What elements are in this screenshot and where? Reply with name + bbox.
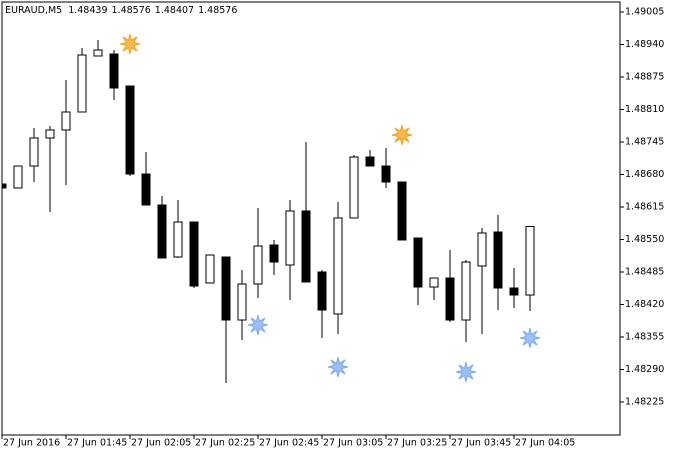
candle-body xyxy=(2,183,7,189)
candle-body xyxy=(365,156,375,167)
x-tick-label: 27 Jun 03:25 xyxy=(387,438,447,449)
x-tick-label: 27 Jun 2016 xyxy=(3,438,60,449)
y-tick-label: 1.48355 xyxy=(625,332,664,343)
y-tick-label: 1.48745 xyxy=(625,137,664,148)
y-tick-label: 1.48225 xyxy=(625,397,664,408)
candle-body xyxy=(157,204,167,259)
x-tick-label: 27 Jun 01:45 xyxy=(67,438,127,449)
x-tick-label: 27 Jun 03:45 xyxy=(451,438,511,449)
candle-body xyxy=(493,231,503,289)
candle-body xyxy=(333,217,343,315)
candle-body xyxy=(429,277,439,288)
fractal-up xyxy=(391,124,413,146)
y-tick-label: 1.48485 xyxy=(625,267,664,278)
last-high: 1.48576 xyxy=(112,5,151,16)
candle-body xyxy=(221,256,231,321)
candle-body xyxy=(509,287,519,296)
candle-body xyxy=(125,85,135,175)
x-tick-label: 27 Jun 02:25 xyxy=(195,438,255,449)
last-open: 1.48439 xyxy=(68,5,107,16)
candle-body xyxy=(317,271,327,311)
x-tick-label: 27 Jun 02:45 xyxy=(259,438,319,449)
candle-body xyxy=(397,181,407,241)
y-tick-label: 1.48550 xyxy=(625,234,664,245)
fractal-up xyxy=(119,33,141,55)
candle-body xyxy=(189,221,199,287)
chart-header: EURAUD,M5 1.48439 1.48576 1.48407 1.48576 xyxy=(5,5,237,16)
candle-body xyxy=(141,173,151,206)
y-tick-label: 1.48940 xyxy=(625,39,664,50)
y-tick-label: 1.48810 xyxy=(625,104,664,115)
candle-body xyxy=(45,129,55,139)
candle-body xyxy=(301,210,311,283)
plot-area xyxy=(2,33,541,383)
candle-body xyxy=(285,210,295,266)
fractal-down xyxy=(519,327,541,349)
candle-body xyxy=(381,165,391,183)
candle-body xyxy=(173,221,183,258)
candle-body xyxy=(205,254,215,284)
candle-body xyxy=(413,237,423,288)
fractal-down xyxy=(247,314,269,336)
fractal-down xyxy=(455,361,477,383)
candle-body xyxy=(61,111,71,131)
x-tick-label: 27 Jun 02:05 xyxy=(131,438,191,449)
last-low: 1.48407 xyxy=(155,5,194,16)
x-tick-label: 27 Jun 03:05 xyxy=(323,438,383,449)
candle-body xyxy=(93,49,103,57)
y-tick-label: 1.48875 xyxy=(625,72,664,83)
candle-body xyxy=(461,261,471,321)
candle-body xyxy=(77,54,87,113)
symbol: EURAUD,M5 xyxy=(5,5,62,16)
candle-body xyxy=(477,232,487,267)
candle-body xyxy=(29,137,39,167)
candle-body xyxy=(109,53,119,89)
candle-body xyxy=(445,277,455,321)
y-tick-label: 1.48680 xyxy=(625,169,664,180)
plot-frame xyxy=(1,1,621,436)
candle-body xyxy=(269,244,279,263)
fractal-down xyxy=(327,356,349,378)
y-tick-label: 1.48420 xyxy=(625,299,664,310)
candle-body xyxy=(13,165,23,189)
last-close: 1.48576 xyxy=(198,5,237,16)
y-tick-label: 1.48615 xyxy=(625,202,664,213)
candle-body xyxy=(525,226,535,296)
y-tick-label: 1.48290 xyxy=(625,364,664,375)
candle-body xyxy=(349,156,359,219)
y-tick-label: 1.49005 xyxy=(625,7,664,18)
x-tick-label: 27 Jun 04:05 xyxy=(515,438,575,449)
candle-body xyxy=(237,283,247,321)
candle-body xyxy=(253,245,263,285)
